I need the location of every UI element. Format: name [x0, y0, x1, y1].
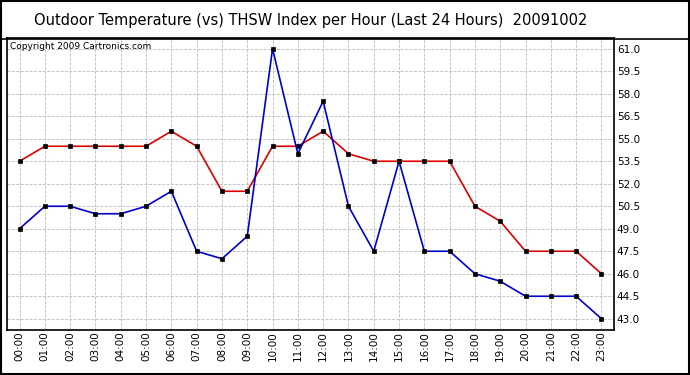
- Text: Outdoor Temperature (vs) THSW Index per Hour (Last 24 Hours)  20091002: Outdoor Temperature (vs) THSW Index per …: [34, 13, 587, 28]
- Text: Copyright 2009 Cartronics.com: Copyright 2009 Cartronics.com: [10, 42, 151, 51]
